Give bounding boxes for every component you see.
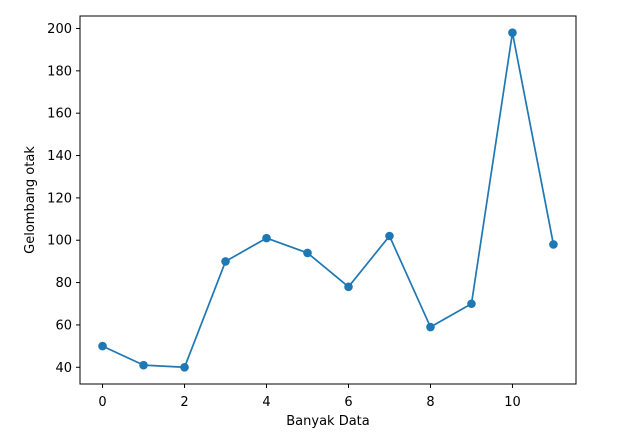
x-axis-label: Banyak Data — [286, 414, 369, 429]
x-tick-label: 6 — [344, 395, 352, 410]
y-tick-label: 100 — [47, 234, 72, 249]
data-point — [549, 240, 558, 249]
data-point — [98, 341, 107, 351]
y-axis-label: Gelombang otak — [23, 146, 38, 254]
data-point — [426, 322, 435, 332]
y-tick-label: 200 — [47, 22, 72, 37]
data-point — [139, 360, 148, 370]
data-point — [385, 231, 394, 241]
y-tick-label: 120 — [47, 191, 72, 206]
x-tick-label: 10 — [504, 395, 521, 410]
data-point — [262, 233, 271, 243]
y-tick-label: 140 — [47, 149, 72, 164]
y-axis: 40 60 80 100 120 140 160 180 200 — [47, 22, 80, 376]
series-line — [102, 31, 555, 369]
data-point — [180, 362, 189, 372]
data-point — [221, 257, 230, 266]
plot-area — [79, 15, 577, 385]
x-axis: 0 2 4 6 8 10 — [98, 384, 521, 410]
x-tick-label: 4 — [262, 395, 270, 410]
y-tick-label: 60 — [55, 318, 72, 333]
series-layer — [98, 28, 558, 372]
y-tick-label: 80 — [55, 276, 72, 291]
x-tick-label: 0 — [98, 395, 106, 410]
data-point — [508, 28, 517, 38]
y-tick-label: 40 — [55, 361, 72, 376]
y-tick-label: 160 — [47, 107, 72, 122]
x-tick-label: 8 — [426, 395, 434, 410]
data-point — [344, 282, 353, 292]
x-tick-label: 2 — [180, 395, 188, 410]
data-point — [467, 299, 476, 309]
data-point — [303, 248, 312, 258]
y-tick-label: 180 — [47, 64, 72, 79]
